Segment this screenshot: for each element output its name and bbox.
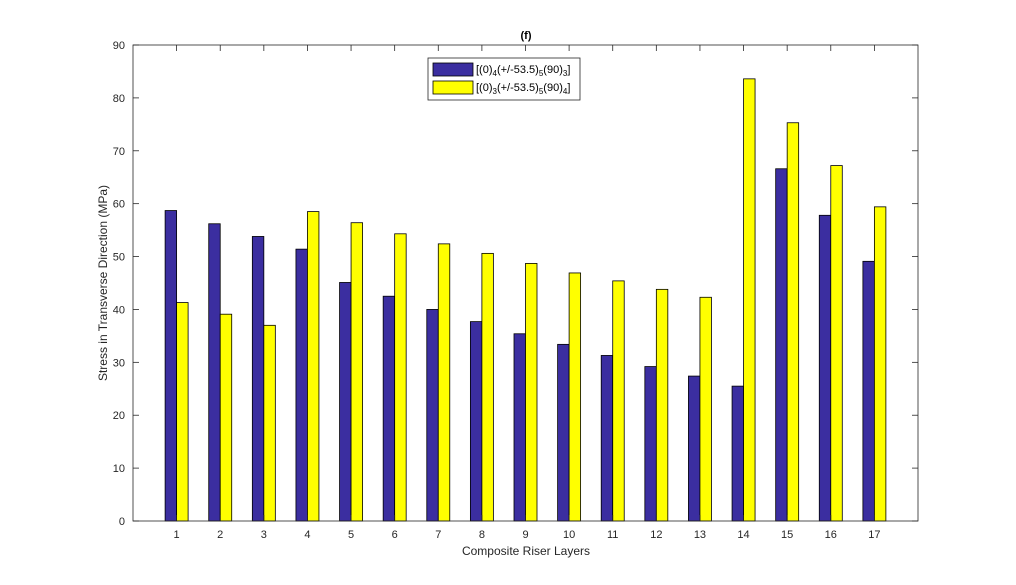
bar-series2-layer-10 [568, 272, 582, 522]
bar-series2-layer-4 [307, 211, 320, 522]
legend: [(0)4(+/-53.5)5(90)3] [(0)3(+/-53.5)5(90)… [427, 57, 581, 101]
bar-series2-layer-15 [786, 122, 800, 522]
x-tick-label: 17 [868, 529, 880, 541]
y-tick-label: 50 [113, 252, 125, 264]
x-tick-label: 8 [479, 529, 485, 541]
y-tick-label: 10 [113, 463, 125, 475]
bar-series1-layer-14 [731, 385, 744, 522]
x-tick-label: 13 [694, 529, 706, 541]
bar-series2-layer-6 [394, 233, 407, 522]
x-tick-label: 3 [261, 529, 267, 541]
x-tick-label: 14 [737, 529, 749, 541]
bar-series1-layer-13 [688, 375, 701, 522]
bar-series1-layer-4 [295, 248, 308, 522]
bar-series2-layer-8 [481, 252, 494, 522]
x-axis-label: Composite Riser Layers [462, 544, 590, 558]
x-tick-label: 6 [392, 529, 398, 541]
bar-series1-layer-3 [251, 236, 265, 522]
bar-series2-layer-1 [176, 302, 189, 522]
x-tick-label: 7 [435, 529, 441, 541]
y-tick-label: 70 [113, 146, 125, 158]
x-tick-label: 4 [304, 529, 310, 541]
y-tick-label: 20 [113, 410, 125, 422]
bar-series1-layer-15 [775, 168, 788, 522]
legend-label-series2: [(0)3(+/-53.5)5(90)4] [476, 82, 570, 96]
bar-series2-layer-2 [219, 313, 233, 522]
bar-series2-layer-17 [873, 206, 887, 522]
x-tick-label: 15 [781, 529, 793, 541]
x-tick-label: 12 [650, 529, 662, 541]
chart-title: (f) [521, 30, 532, 42]
bar-series2-layer-16 [830, 165, 843, 522]
bar-series2-layer-14 [743, 78, 756, 522]
x-tick-label: 5 [348, 529, 354, 541]
bar-series2-layer-3 [263, 324, 276, 522]
bars-group [164, 78, 887, 522]
y-tick-label: 80 [113, 93, 125, 105]
x-tick-label: 16 [825, 529, 837, 541]
bar-series1-layer-10 [557, 343, 570, 522]
x-tick-label: 2 [217, 529, 223, 541]
legend-swatch-series1 [432, 62, 474, 77]
bar-series1-layer-8 [469, 321, 483, 522]
y-tick-label: 40 [113, 304, 125, 316]
x-tick-label: 9 [522, 529, 528, 541]
bar-series1-layer-5 [339, 282, 352, 522]
y-axis-label: Stress in Transverse Direction (MPa) [96, 185, 110, 381]
bar-series2-layer-13 [699, 296, 712, 522]
bar-series1-layer-7 [426, 309, 439, 522]
y-tick-label: 60 [113, 199, 125, 211]
x-tick-label: 10 [563, 529, 575, 541]
legend-label-series1: [(0)4(+/-53.5)5(90)3] [476, 64, 570, 78]
bar-series2-layer-12 [655, 288, 669, 522]
bar-series1-layer-6 [382, 295, 396, 522]
legend-swatch-series2 [432, 80, 474, 95]
bar-series1-layer-17 [862, 260, 875, 522]
bar-series1-layer-11 [600, 355, 614, 522]
x-tick-label: 1 [174, 529, 180, 541]
bar-series1-layer-9 [513, 333, 526, 522]
y-tick-label: 0 [119, 516, 125, 528]
bar-series2-layer-9 [525, 263, 538, 522]
x-tick-label: 11 [607, 529, 618, 541]
bar-series2-layer-7 [437, 243, 451, 522]
y-tick-label: 30 [113, 357, 125, 369]
y-tick-label: 90 [113, 40, 125, 52]
bar-series1-layer-16 [818, 214, 832, 522]
bar-series1-layer-12 [644, 366, 657, 522]
bar-series1-layer-1 [164, 210, 178, 522]
bar-series2-layer-5 [350, 222, 363, 522]
bar-series2-layer-11 [612, 280, 625, 522]
bar-series1-layer-2 [208, 223, 221, 522]
